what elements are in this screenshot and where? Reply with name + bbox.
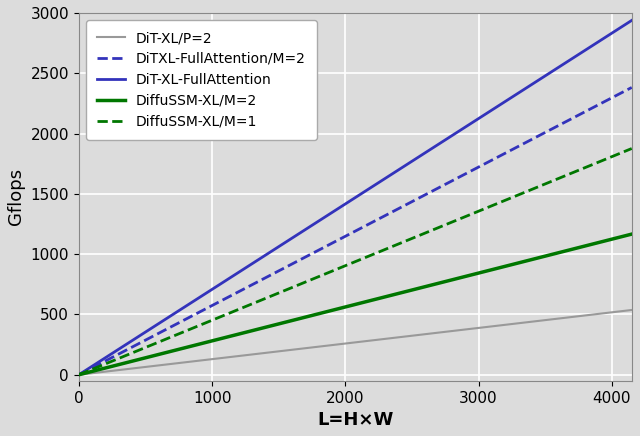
- DiT-XL/P=2: [516, 320, 524, 326]
- DiT-XL-FullAttention: [319, 216, 326, 221]
- Legend: DiT-XL/P=2, DiTXL-FullAttention/M=2, DiT-XL-FullAttention, DiffuSSM-XL/M=2, Diff: DiT-XL/P=2, DiTXL-FullAttention/M=2, DiT…: [86, 20, 317, 140]
- DiffuSSM-XL/M=1: [516, 192, 524, 197]
- DiffuSSM-XL/M=2: [454, 276, 462, 281]
- DiT-XL-FullAttention: [506, 96, 514, 101]
- DiffuSSM-XL/M=1: [319, 272, 326, 278]
- DiTXL-FullAttention/M=2: [319, 245, 326, 251]
- DiTXL-FullAttention/M=2: [131, 343, 139, 348]
- DiffuSSM-XL/M=2: [628, 232, 636, 237]
- Y-axis label: Gflops: Gflops: [7, 168, 25, 225]
- DiTXL-FullAttention/M=2: [75, 372, 83, 378]
- DiffuSSM-XL/M=2: [131, 358, 139, 363]
- DiT-XL-FullAttention: [628, 18, 636, 23]
- DiffuSSM-XL/M=2: [75, 372, 83, 378]
- DiffuSSM-XL/M=2: [516, 260, 524, 265]
- DiT-XL-FullAttention: [516, 89, 524, 95]
- DiT-XL-FullAttention: [131, 336, 139, 341]
- DiT-XL-FullAttention: [299, 229, 307, 234]
- DiT-XL/P=2: [299, 346, 307, 351]
- DiTXL-FullAttention/M=2: [506, 148, 514, 153]
- DiTXL-FullAttention/M=2: [628, 85, 636, 90]
- DiT-XL/P=2: [628, 307, 636, 313]
- DiT-XL-FullAttention: [75, 372, 83, 378]
- DiTXL-FullAttention/M=2: [516, 143, 524, 148]
- DiffuSSM-XL/M=2: [299, 315, 307, 320]
- DiT-XL/P=2: [506, 322, 514, 327]
- DiTXL-FullAttention/M=2: [299, 256, 307, 261]
- DiT-XL/P=2: [454, 328, 462, 333]
- DiT-XL/P=2: [75, 372, 83, 378]
- DiffuSSM-XL/M=1: [506, 196, 514, 201]
- DiT-XL-FullAttention: [454, 129, 462, 134]
- Line: DiffuSSM-XL/M=1: DiffuSSM-XL/M=1: [79, 149, 632, 375]
- Line: DiT-XL-FullAttention: DiT-XL-FullAttention: [79, 20, 632, 375]
- Line: DiT-XL/P=2: DiT-XL/P=2: [79, 310, 632, 375]
- X-axis label: L=H×W: L=H×W: [317, 411, 394, 429]
- DiT-XL/P=2: [319, 344, 326, 349]
- DiffuSSM-XL/M=1: [131, 349, 139, 354]
- Line: DiffuSSM-XL/M=2: DiffuSSM-XL/M=2: [79, 234, 632, 375]
- DiTXL-FullAttention/M=2: [454, 175, 462, 180]
- DiffuSSM-XL/M=1: [299, 281, 307, 286]
- DiffuSSM-XL/M=1: [454, 217, 462, 222]
- DiT-XL/P=2: [131, 365, 139, 371]
- DiffuSSM-XL/M=1: [75, 372, 83, 378]
- Line: DiTXL-FullAttention/M=2: DiTXL-FullAttention/M=2: [79, 88, 632, 375]
- DiffuSSM-XL/M=2: [319, 310, 326, 315]
- DiffuSSM-XL/M=1: [628, 146, 636, 151]
- DiffuSSM-XL/M=2: [506, 262, 514, 268]
